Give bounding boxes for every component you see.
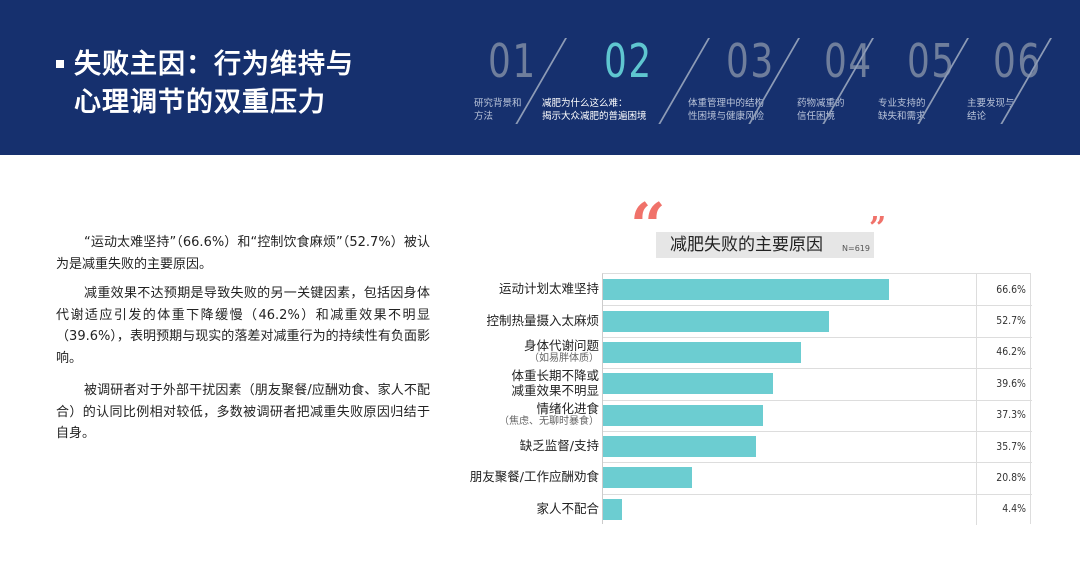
chart-sample-size: N=619 [842, 244, 870, 253]
category-sublabel: （如易胖体质） [529, 353, 599, 364]
value-column-divider [976, 274, 977, 525]
category-label: 身体代谢问题 （如易胖体质） [524, 338, 599, 365]
nav-section-label: 体重管理中的结构 性困境与健康风险 [688, 98, 765, 122]
nav-section-number: 06 [993, 34, 1042, 88]
title-bullet [56, 60, 64, 68]
nav-section-01[interactable]: 01 研究背景和 方法 [474, 30, 588, 140]
paragraph-2: 减重效果不达预期是导致失败的另一关键因素，包括因身体代谢适应引发的体重下降缓慢（… [56, 286, 430, 366]
row-divider [603, 400, 1032, 401]
bar-value-label: 46.2% [996, 345, 1026, 358]
nav-section-number: 04 [824, 34, 873, 88]
category-label: 朋友聚餐/工作应酬劝食 [470, 469, 599, 484]
category-label-text: 身体代谢问题 [523, 338, 599, 353]
category-label-text: 体重长期不降或 减重效果不明显 [511, 368, 599, 398]
nav-section-number: 03 [726, 34, 775, 88]
row-divider [603, 337, 1032, 338]
nav-section-label: 专业支持的 缺失和需求 [878, 98, 926, 122]
bar-value-label: 52.7% [996, 314, 1026, 327]
category-label-text: 朋友聚餐/工作应酬劝食 [469, 469, 599, 484]
category-label: 体重长期不降或 减重效果不明显 [511, 368, 599, 398]
category-sublabel: （焦虑、无聊时暴食） [499, 416, 599, 427]
row-divider [603, 494, 1032, 495]
category-label-text: 控制热量摄入太麻烦 [486, 313, 599, 328]
bar-value-label: 37.3% [996, 408, 1026, 421]
row-divider [603, 305, 1032, 306]
category-label: 情绪化进食 （焦虑、无聊时暴食） [499, 401, 599, 428]
bar-7 [603, 467, 692, 488]
bar-4 [603, 373, 773, 394]
bar-value-label: 20.8% [996, 471, 1026, 484]
nav-section-03[interactable]: 03 体重管理中的结构 性困境与健康风险 [688, 30, 826, 140]
category-label-text: 情绪化进食 [536, 401, 599, 416]
bar-1 [603, 279, 889, 300]
paragraph-1: “运动太难坚持”（66.6%）和“控制饮食麻烦”（52.7%）被认为是减重失败的… [56, 235, 430, 272]
nav-section-label: 减肥为什么这么难： 揭示大众减肥的普遍困境 [542, 98, 647, 122]
bar-5 [603, 405, 763, 426]
category-label-text: 运动计划太难坚持 [498, 281, 599, 296]
nav-section-05[interactable]: 05 专业支持的 缺失和需求 [878, 30, 1007, 140]
paragraph-3: 被调研者对于外部干扰因素（朋友聚餐/应酬劝食、家人不配合）的认同比例相对较低，多… [56, 383, 430, 441]
nav-section-06[interactable]: 06 主要发现与 结论 [967, 30, 1080, 140]
chart-title-box [656, 232, 874, 258]
bar-3 [603, 342, 801, 363]
nav-section-label: 研究背景和 方法 [474, 98, 522, 122]
row-divider [603, 368, 1032, 369]
nav-section-label: 药物减重的 信任困境 [797, 98, 845, 122]
category-label: 缺乏监督/支持 [520, 438, 599, 453]
bar-value-label: 39.6% [996, 377, 1026, 390]
bar-value-label: 4.4% [1002, 502, 1026, 515]
nav-section-number: 01 [488, 34, 537, 88]
chart-plot-area: 66.6% 52.7% 46.2% 39.6% 37.3% 35.7% 20.8% 4.4% [602, 273, 1032, 525]
category-label: 运动计划太难坚持 [499, 281, 599, 296]
category-label-text: 家人不配合 [536, 501, 599, 516]
quote-close-icon: ” [869, 211, 887, 246]
page-title-line1: 失败主因：行为维持与 [74, 49, 354, 80]
bar-value-label: 35.7% [996, 440, 1026, 453]
page-title: 失败主因：行为维持与 心理调节的双重压力 [74, 46, 354, 122]
nav-section-label: 主要发现与 结论 [967, 98, 1015, 122]
category-label: 家人不配合 [536, 501, 599, 516]
bar-value-label: 66.6% [996, 283, 1026, 296]
bar-6 [603, 436, 756, 457]
row-divider [603, 431, 1032, 432]
nav-section-number: 05 [907, 34, 956, 88]
header-banner: 失败主因：行为维持与 心理调节的双重压力 01 研究背景和 方法 02 减肥为什么这么… [0, 0, 1080, 155]
bar-2 [603, 311, 829, 332]
nav-section-number: 02 [604, 34, 653, 88]
category-label-text: 缺乏监督/支持 [519, 438, 599, 453]
bar-8 [603, 499, 622, 520]
chart-title: 减肥失败的主要原因 [670, 235, 823, 255]
row-divider [603, 462, 1032, 463]
category-label: 控制热量摄入太麻烦 [486, 313, 599, 328]
page-title-line2: 心理调节的双重压力 [74, 87, 326, 118]
nav-section-02[interactable]: 02 减肥为什么这么难： 揭示大众减肥的普遍困境 [542, 30, 704, 140]
